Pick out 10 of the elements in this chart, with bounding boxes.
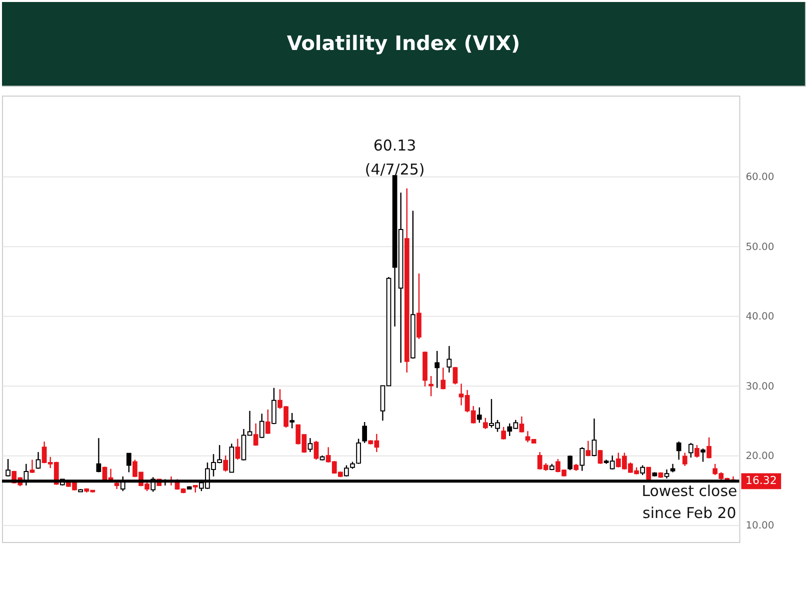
y-tick-label: 40.00: [746, 312, 774, 323]
annotation: Lowest close since Feb 20: [642, 482, 738, 522]
y-tick-label: 30.00: [746, 381, 774, 392]
y-tick-label: 50.00: [746, 242, 774, 253]
annotation: 60.13 (4/7/25): [364, 136, 425, 179]
y-tick-label: 10.00: [746, 520, 774, 532]
ref-line-label: 16.32: [746, 474, 777, 488]
y-tick-label: 60.00: [746, 172, 774, 184]
y-tick-label: 20.00: [746, 451, 774, 462]
chart-title: Volatility Index (VIX): [286, 32, 520, 55]
